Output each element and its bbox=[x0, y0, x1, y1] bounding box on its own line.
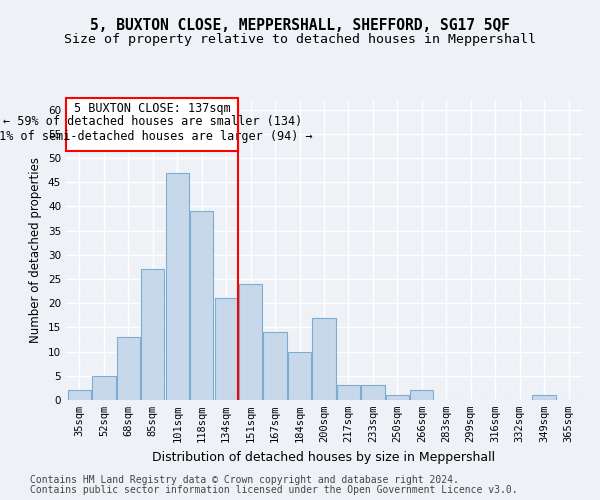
Bar bbox=[410, 390, 433, 400]
Text: ← 59% of detached houses are smaller (134): ← 59% of detached houses are smaller (13… bbox=[2, 116, 302, 128]
Text: 5, BUXTON CLOSE, MEPPERSHALL, SHEFFORD, SG17 5QF: 5, BUXTON CLOSE, MEPPERSHALL, SHEFFORD, … bbox=[90, 18, 510, 32]
FancyBboxPatch shape bbox=[66, 98, 238, 151]
Bar bbox=[141, 270, 164, 400]
Bar bbox=[288, 352, 311, 400]
Text: Contains public sector information licensed under the Open Government Licence v3: Contains public sector information licen… bbox=[30, 485, 518, 495]
Bar bbox=[263, 332, 287, 400]
Bar bbox=[215, 298, 238, 400]
Bar bbox=[532, 395, 556, 400]
X-axis label: Distribution of detached houses by size in Meppershall: Distribution of detached houses by size … bbox=[152, 450, 496, 464]
Bar bbox=[190, 212, 214, 400]
Bar bbox=[239, 284, 262, 400]
Bar bbox=[337, 386, 360, 400]
Bar bbox=[313, 318, 335, 400]
Text: 5 BUXTON CLOSE: 137sqm: 5 BUXTON CLOSE: 137sqm bbox=[74, 102, 230, 115]
Bar bbox=[386, 395, 409, 400]
Bar bbox=[92, 376, 116, 400]
Bar bbox=[117, 337, 140, 400]
Text: 41% of semi-detached houses are larger (94) →: 41% of semi-detached houses are larger (… bbox=[0, 130, 313, 143]
Bar bbox=[68, 390, 91, 400]
Y-axis label: Number of detached properties: Number of detached properties bbox=[29, 157, 43, 343]
Bar bbox=[361, 386, 385, 400]
Text: Size of property relative to detached houses in Meppershall: Size of property relative to detached ho… bbox=[64, 32, 536, 46]
Text: Contains HM Land Registry data © Crown copyright and database right 2024.: Contains HM Land Registry data © Crown c… bbox=[30, 475, 459, 485]
Bar bbox=[166, 172, 189, 400]
